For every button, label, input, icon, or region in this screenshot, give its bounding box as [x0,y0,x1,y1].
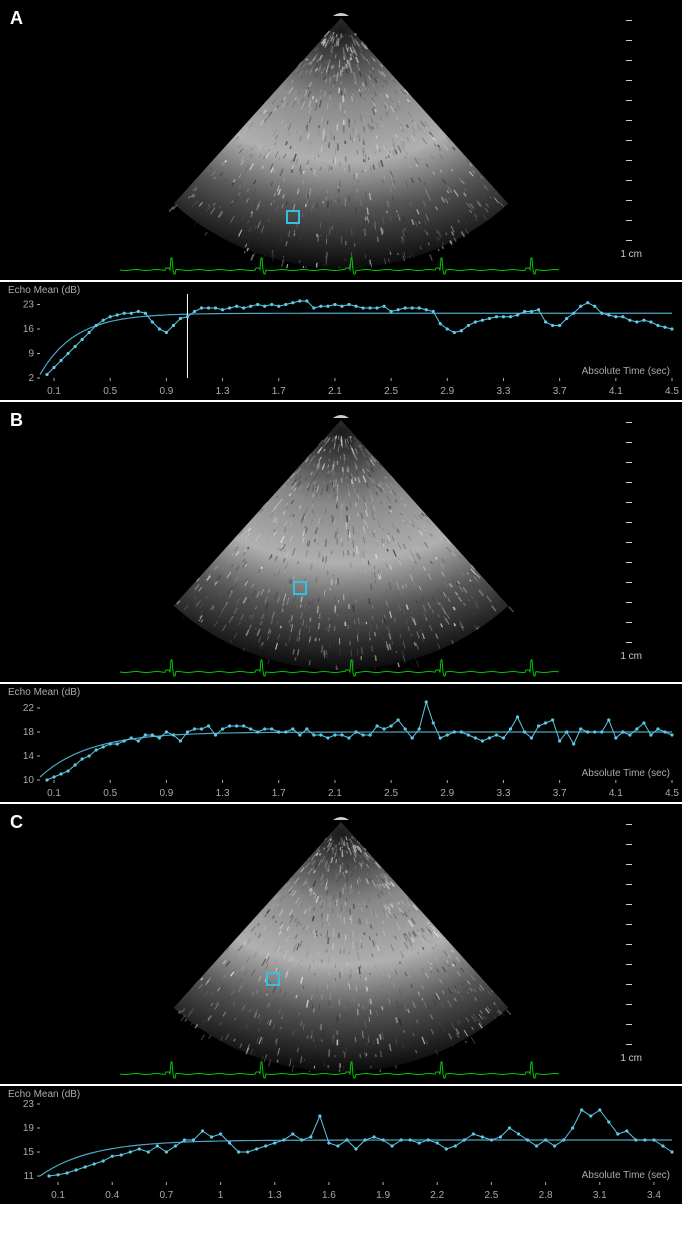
svg-text:3.3: 3.3 [497,788,511,799]
svg-text:3.4: 3.4 [647,1190,661,1201]
intensity-time-chart: 11 15 19 23 0.1 0.4 0.7 1 1.3 1.6 1.9 2.2 2.5 2.8 3.1 3… [0,1086,682,1206]
svg-text:4.1: 4.1 [609,386,623,397]
svg-text:23: 23 [23,300,35,311]
svg-text:14: 14 [23,751,35,762]
panel-label: C [10,812,23,833]
panel-label: B [10,410,23,431]
panel-b: B 1 cm 10 14 18 22 0.1 0.5 0.9 1.3 1.7 2.1 2.5 2.9 3.… [0,402,682,804]
x-axis-label: Absolute Time (sec) [582,366,670,377]
svg-text:0.1: 0.1 [47,386,61,397]
svg-text:2.5: 2.5 [384,386,398,397]
svg-text:15: 15 [23,1147,35,1158]
ecg-container [120,256,602,276]
svg-text:9: 9 [28,349,34,360]
panel-label: A [10,8,23,29]
svg-text:4.5: 4.5 [665,386,679,397]
svg-text:22: 22 [23,703,35,714]
y-axis-label: Echo Mean (dB) [8,285,80,296]
scale-label: 1 cm [620,249,642,260]
ecg-container [120,658,602,678]
svg-text:11: 11 [24,1171,35,1182]
svg-text:0.4: 0.4 [105,1190,119,1201]
svg-text:1.7: 1.7 [272,788,286,799]
svg-text:2.9: 2.9 [440,788,454,799]
svg-text:0.1: 0.1 [47,788,61,799]
svg-text:1.3: 1.3 [216,788,230,799]
svg-text:3.3: 3.3 [497,386,511,397]
svg-text:0.5: 0.5 [103,386,117,397]
svg-text:2.5: 2.5 [384,788,398,799]
depth-scale [631,20,632,260]
panel-a: A 1 cm 2 9 16 23 0.1 0.5 0.9 1.3 1.7 2.1 2.5 2.9 3.3 3… [0,0,682,402]
svg-text:0.9: 0.9 [159,788,173,799]
svg-text:1: 1 [218,1190,224,1201]
y-axis-label: Echo Mean (dB) [8,1089,80,1100]
svg-text:2.1: 2.1 [328,788,342,799]
svg-text:0.5: 0.5 [103,788,117,799]
depth-scale [631,422,632,662]
svg-text:1.7: 1.7 [272,386,286,397]
ultrasound-sector [131,812,551,1072]
svg-text:2: 2 [28,373,34,384]
svg-text:3.7: 3.7 [553,788,567,799]
chart-area: 2 9 16 23 0.1 0.5 0.9 1.3 1.7 2.1 2.5 2.9 3.3 3.7 4.1 4… [0,280,682,400]
scale-label: 1 cm [620,1053,642,1064]
scale-label: 1 cm [620,651,642,662]
y-axis-label: Echo Mean (dB) [8,687,80,698]
svg-text:0.1: 0.1 [51,1190,65,1201]
svg-text:18: 18 [23,727,35,738]
x-axis-label: Absolute Time (sec) [582,1170,670,1181]
svg-text:1.3: 1.3 [268,1190,282,1201]
intensity-time-chart: 10 14 18 22 0.1 0.5 0.9 1.3 1.7 2.1 2.5 2.9 3.3 3.7 4.… [0,684,682,804]
roi-marker[interactable] [286,210,300,224]
chart-area: 11 15 19 23 0.1 0.4 0.7 1 1.3 1.6 1.9 2.2 2.5 2.8 3.1 3… [0,1084,682,1204]
x-axis-label: Absolute Time (sec) [582,768,670,779]
svg-text:3.7: 3.7 [553,386,567,397]
svg-text:4.5: 4.5 [665,788,679,799]
svg-text:2.2: 2.2 [430,1190,444,1201]
roi-marker[interactable] [266,972,280,986]
svg-text:1.6: 1.6 [322,1190,336,1201]
svg-text:3.1: 3.1 [593,1190,607,1201]
chart-area: 10 14 18 22 0.1 0.5 0.9 1.3 1.7 2.1 2.5 2.9 3.3 3.7 4.… [0,682,682,802]
svg-text:23: 23 [23,1099,35,1110]
ultrasound-image: 1 cm [0,804,682,1084]
svg-text:2.1: 2.1 [328,386,342,397]
svg-text:1.9: 1.9 [376,1190,390,1201]
svg-text:16: 16 [23,324,35,335]
svg-text:0.7: 0.7 [159,1190,173,1201]
panel-c: C 1 cm 11 15 19 23 0.1 0.4 0.7 1 1.3 1.6 1.9 2.2 2.5 2… [0,804,682,1204]
ecg-trace [120,658,560,678]
ultrasound-image: 1 cm [0,0,682,280]
svg-text:19: 19 [23,1123,35,1134]
ultrasound-sector [131,410,551,670]
depth-scale [631,824,632,1064]
svg-text:2.9: 2.9 [440,386,454,397]
intensity-time-chart: 2 9 16 23 0.1 0.5 0.9 1.3 1.7 2.1 2.5 2.9 3.3 3.7 4.1 4… [0,282,682,402]
ecg-container [120,1060,602,1080]
svg-text:10: 10 [23,775,35,786]
svg-text:2.8: 2.8 [539,1190,553,1201]
ultrasound-sector [131,8,551,268]
ultrasound-image: 1 cm [0,402,682,682]
ecg-trace [120,256,560,276]
svg-text:0.9: 0.9 [159,386,173,397]
svg-text:4.1: 4.1 [609,788,623,799]
svg-text:1.3: 1.3 [216,386,230,397]
roi-marker[interactable] [293,581,307,595]
svg-text:2.5: 2.5 [484,1190,498,1201]
ecg-trace [120,1060,560,1080]
